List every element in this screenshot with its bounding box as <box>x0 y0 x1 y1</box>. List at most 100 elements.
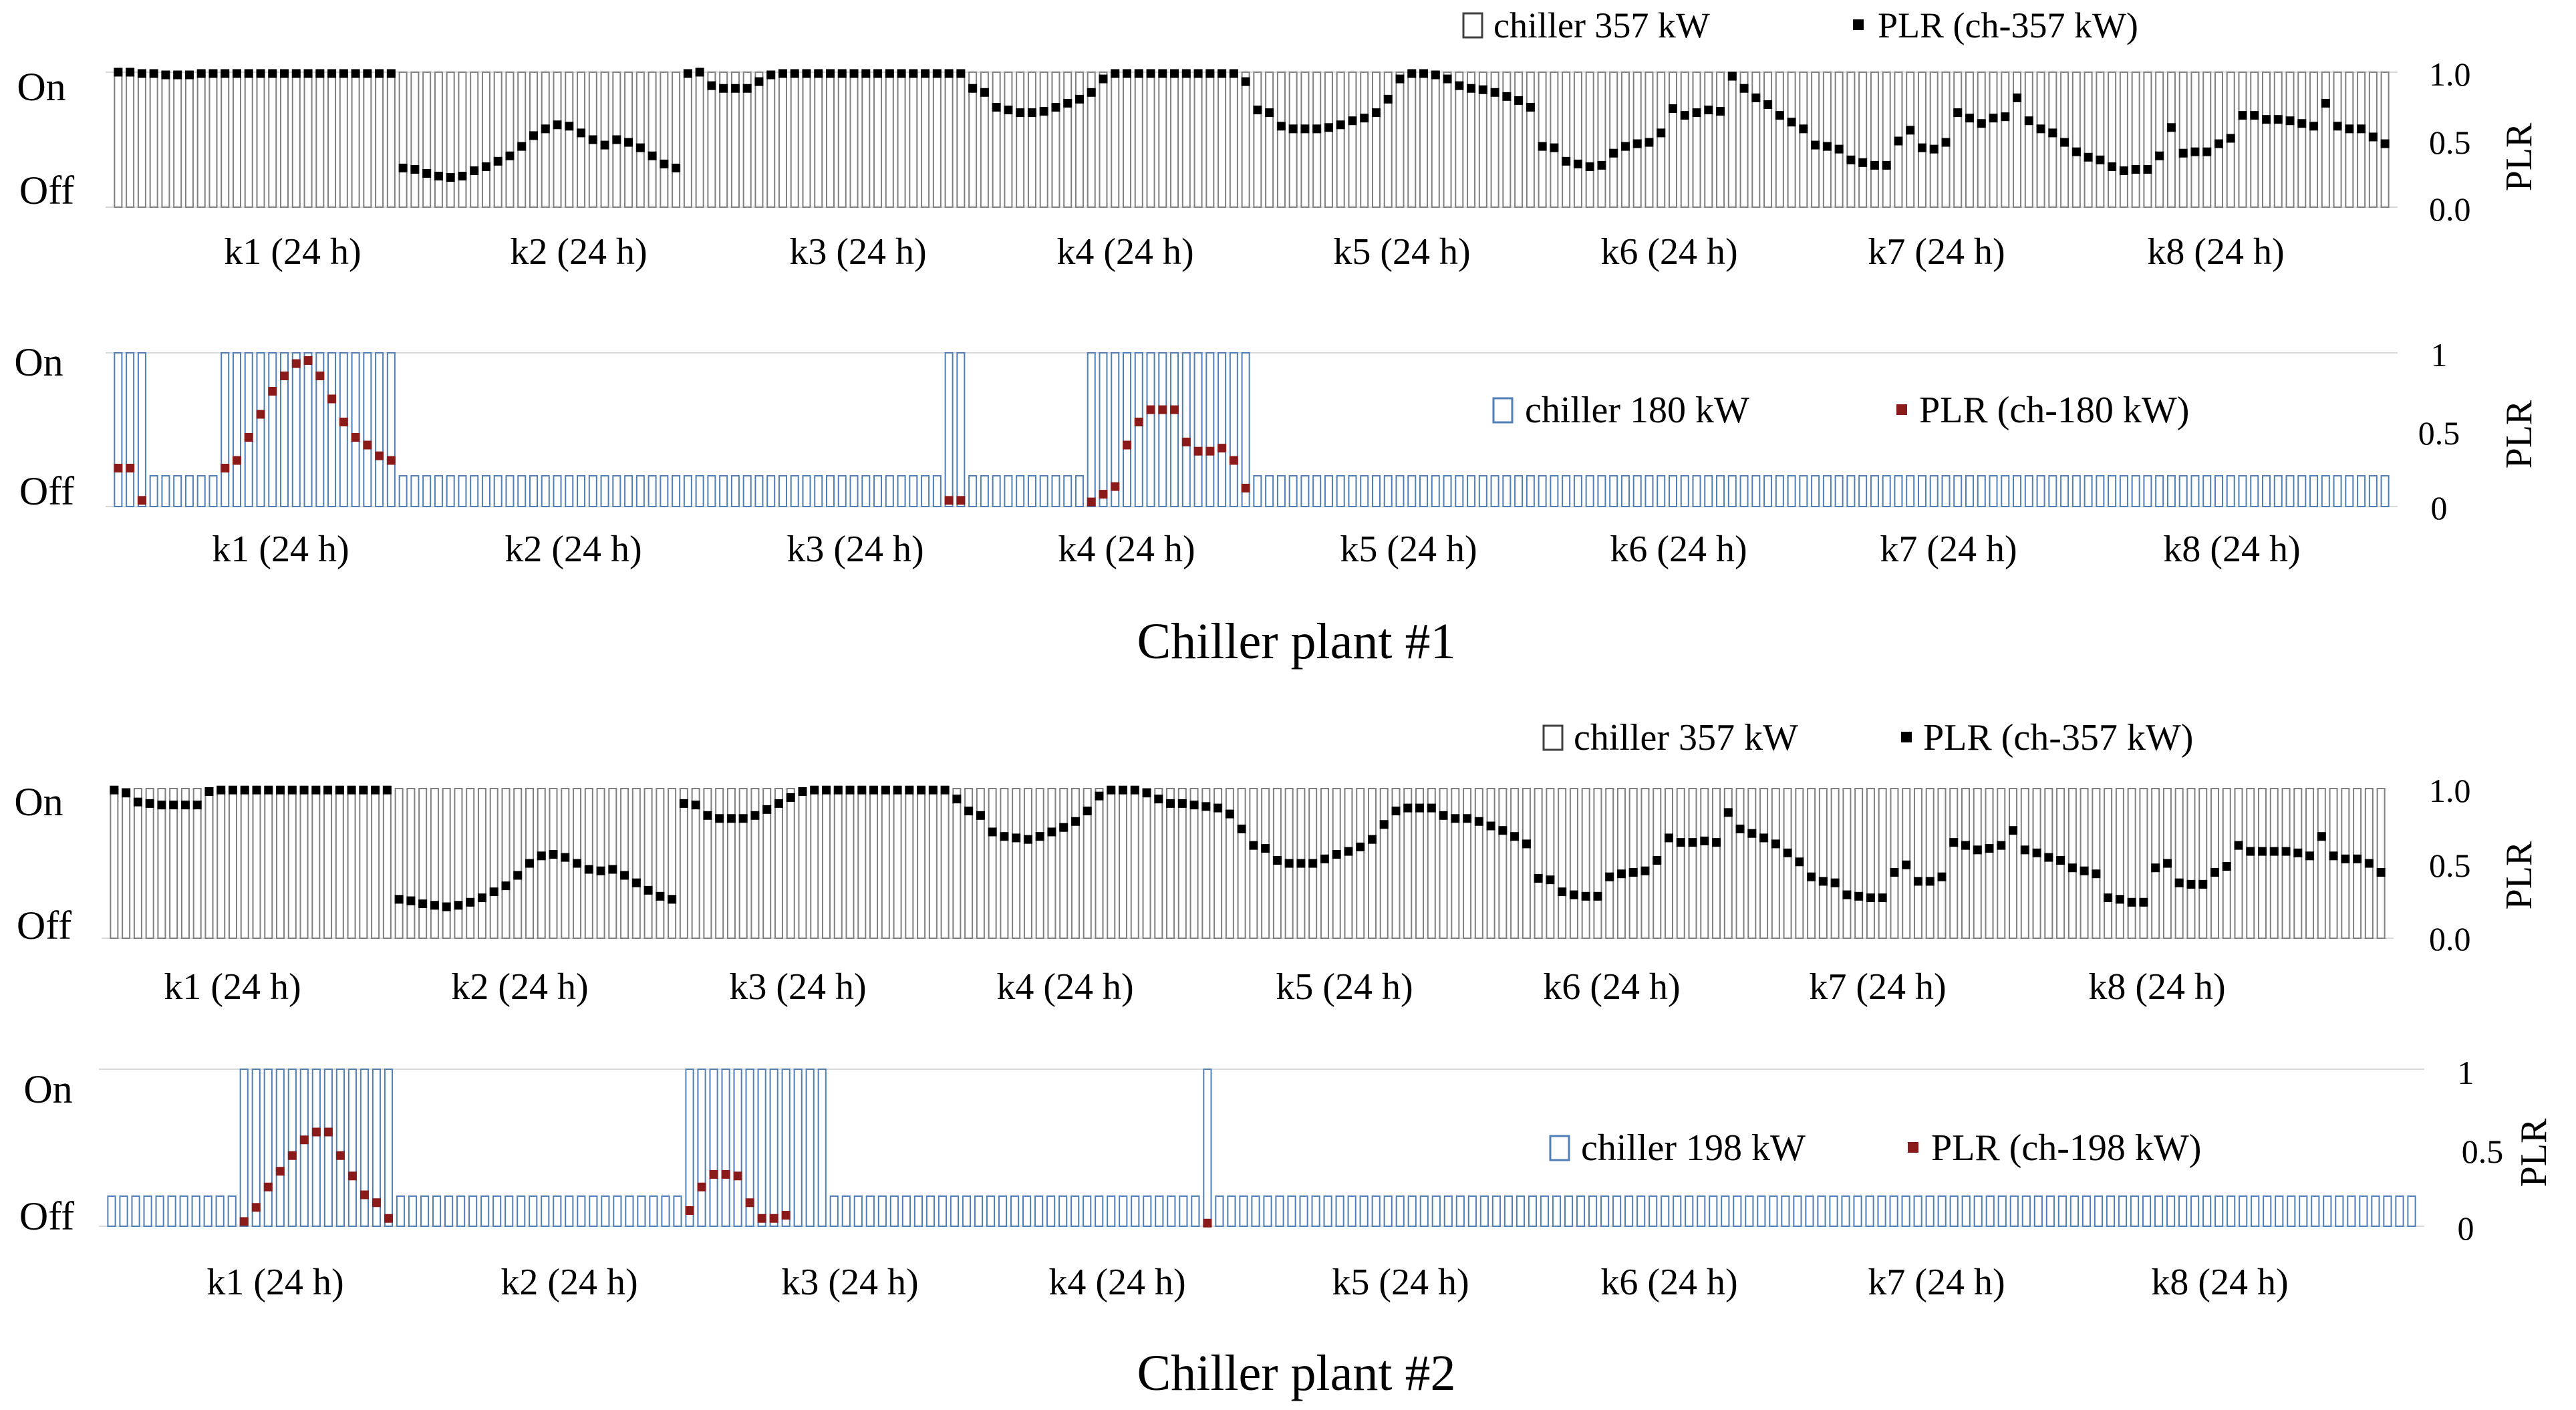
p2_198-status-bar-k7-h7 <box>1913 1195 1922 1227</box>
p2_357-plr-point-k2-h8 <box>477 893 486 903</box>
p1_180-status-bar-k7-h2 <box>1834 475 1844 507</box>
p2_357-plr-point-k3-h20 <box>905 785 914 795</box>
p2_198-status-bar-k7-h15 <box>2009 1195 2019 1227</box>
p2_357-plr-point-k4-h3 <box>988 827 997 837</box>
p1_180-status-bar-k3-h12 <box>814 475 823 507</box>
chart-p2-198: On Off 1 0.5 0 PLR chiller 198 kW PLR (c… <box>19 1054 2555 1303</box>
p2-198-legend-plr-label: PLR (ch-198 kW) <box>1931 1127 2201 1169</box>
p2_357-status-bar-k6-h19 <box>1747 788 1757 939</box>
p1_180-status-bar-k3-h10 <box>790 475 799 507</box>
p1_357-status-bar-k1-h3 <box>137 72 146 208</box>
p1_180-status-bar-k1-h18 <box>315 352 325 507</box>
p2_357-status-bar-k4-h10 <box>1070 788 1080 939</box>
p1_180-status-bar-k3-h5 <box>730 475 740 507</box>
p1_357-status-bar-k5-h1 <box>1253 72 1262 208</box>
p2_357-status-bar-k7-h2 <box>1830 788 1840 939</box>
p2_357-plr-point-k7-h24 <box>2092 869 2101 879</box>
p2_357-status-bar-k6-h13 <box>1676 788 1685 939</box>
p2_198-plr-point-k3-h4 <box>721 1169 730 1179</box>
p2_198-plr-point-k1-h16 <box>287 1151 297 1160</box>
p2_357-status-bar-k7-h23 <box>2080 788 2089 939</box>
p2_357-status-bar-k3-h13 <box>822 788 831 939</box>
p1_357-plr-point-k3-h11 <box>802 69 811 78</box>
p2_198-plr-point-k3-h2 <box>697 1182 706 1191</box>
p2_198-status-bar-k6-h5 <box>1600 1195 1610 1227</box>
p1_357-status-bar-k4-h10 <box>1075 72 1084 208</box>
p1_357-plr-point-k8-h6 <box>2166 123 2176 132</box>
p1_357-plr-point-k5-h20 <box>1478 85 1487 94</box>
p2_357-status-bar-k4-h9 <box>1059 788 1068 939</box>
p2_198-status-bar-k3-h20 <box>913 1195 923 1227</box>
p1_180-status-bar-k8-h19 <box>2321 475 2330 507</box>
p1-180-ylabel: PLR <box>2498 400 2540 468</box>
p2_357-status-bar-k4-h2 <box>976 788 985 939</box>
p1_357-status-bar-k2-h16 <box>577 72 586 208</box>
p2_198-plr-point-k1-h19 <box>323 1127 333 1137</box>
p2_357-status-bar-k7-h4 <box>1854 788 1864 939</box>
p2_198-status-bar-k2-h21 <box>637 1195 646 1227</box>
p1_180-status-bar-k3-h17 <box>873 475 883 507</box>
p2_357-status-bar-k8-h1 <box>2104 788 2113 939</box>
p2-357-legend-chiller-label: chiller 357 kW <box>1574 717 1798 758</box>
p1-357-ylabel: PLR <box>2498 122 2540 191</box>
p2_357-plr-point-k5-h22 <box>1498 826 1508 835</box>
p1_180-status-bar-k6-h21 <box>1775 475 1784 507</box>
p2_198-status-bar-k7-h14 <box>1997 1195 2007 1227</box>
p1-357-x-categories: k1 (24 h) k2 (24 h) k3 (24 h) k4 (24 h) … <box>224 231 2284 273</box>
p1_357-status-bar-k6-h19 <box>1751 72 1761 208</box>
p1-180-xlabel-k7: k7 (24 h) <box>1880 529 2017 570</box>
p1_180-plr-point-k1-h22 <box>363 440 372 450</box>
p1_357-status-bar-k5-h9 <box>1348 72 1357 208</box>
p2_357-status-bar-k8-h9 <box>2198 788 2208 939</box>
p2-357-off-label: Off <box>17 903 71 948</box>
p2_357-plr-point-k6-h3 <box>1558 887 1567 897</box>
p1_180-status-bar-k8-h22 <box>2357 475 2366 507</box>
p2_357-status-bar-k6-h21 <box>1771 788 1780 939</box>
p1_180-status-bar-k4-h8 <box>1051 475 1060 507</box>
p2_198-status-bar-k5-h21 <box>1504 1195 1514 1227</box>
p1_180-plr-point-k1-h13 <box>256 410 265 419</box>
p1_357-plr-point-k1-h13 <box>256 69 265 78</box>
p2_357-status-bar-k4-h5 <box>1012 788 1021 939</box>
p1_357-plr-point-k1-h6 <box>173 70 182 80</box>
p2_357-status-bar-k5-h17 <box>1439 788 1448 939</box>
p1_180-plr-point-k4-h20 <box>1193 446 1203 456</box>
chart-p1-180: On Off 1 0.5 0 PLR chiller 180 kW PLR (c… <box>14 336 2540 570</box>
p2_357-plr-point-k8-h21 <box>2341 854 2350 863</box>
p1_180-status-bar-k2-h15 <box>565 475 574 507</box>
p2_198-status-bar-k6-h2 <box>1564 1195 1574 1227</box>
p1_357-plr-point-k8-h5 <box>2155 151 2164 160</box>
p1_357-plr-point-k7-h1 <box>1822 142 1832 151</box>
p1_357-plr-point-k6-h12 <box>1668 104 1677 114</box>
p1_357-plr-point-k4-h16 <box>1146 69 1155 78</box>
p2_357-plr-point-k5-h23 <box>1510 832 1520 841</box>
p2_357-status-bar-k5-h10 <box>1356 788 1365 939</box>
p1_357-status-bar-k3-h11 <box>802 72 811 208</box>
p2_357-plr-point-k2-h7 <box>466 897 475 907</box>
p2_198-status-bar-k3-h12 <box>817 1069 827 1227</box>
p1-180-ytick-1: 1 <box>2431 336 2448 374</box>
p2_357-status-bar-k1-h9 <box>204 788 214 939</box>
p1_357-plr-point-k1-h20 <box>339 69 348 78</box>
p1_180-status-bar-k1-h24 <box>386 352 396 507</box>
p1_357-status-bar-k5-h3 <box>1276 72 1286 208</box>
p2_357-plr-point-k1-h11 <box>228 785 237 795</box>
p2_357-plr-point-k4-h10 <box>1070 817 1080 826</box>
p1_357-plr-point-k2-h20 <box>624 138 633 147</box>
p1_180-status-bar-k8-h14 <box>2262 475 2271 507</box>
p2_357-plr-point-k5-h1 <box>1249 841 1258 850</box>
p1_357-plr-point-k5-h4 <box>1288 124 1298 134</box>
p2_357-plr-point-k4-h16 <box>1142 789 1151 798</box>
p1_180-status-bar-k7-h3 <box>1846 475 1856 507</box>
p1_180-status-bar-k5-h22 <box>1502 475 1512 507</box>
p1_180-status-bar-k4-h1 <box>968 475 978 507</box>
p2_198-status-bar-k7-h8 <box>1925 1195 1935 1227</box>
p1_357-plr-point-k6-h1 <box>1538 142 1547 151</box>
p2_357-plr-point-k1-h22 <box>359 785 368 795</box>
p1_180-status-bar-k5-h16 <box>1431 475 1440 507</box>
p2-198-on-label: On <box>23 1067 72 1111</box>
p1_357-status-bar-k4-h16 <box>1146 72 1155 208</box>
p1-180-legend-chiller-swatch <box>1492 397 1514 424</box>
p2_198-status-bar-k8-h1 <box>2130 1195 2140 1227</box>
p1_357-plr-point-k4-h10 <box>1075 94 1084 104</box>
